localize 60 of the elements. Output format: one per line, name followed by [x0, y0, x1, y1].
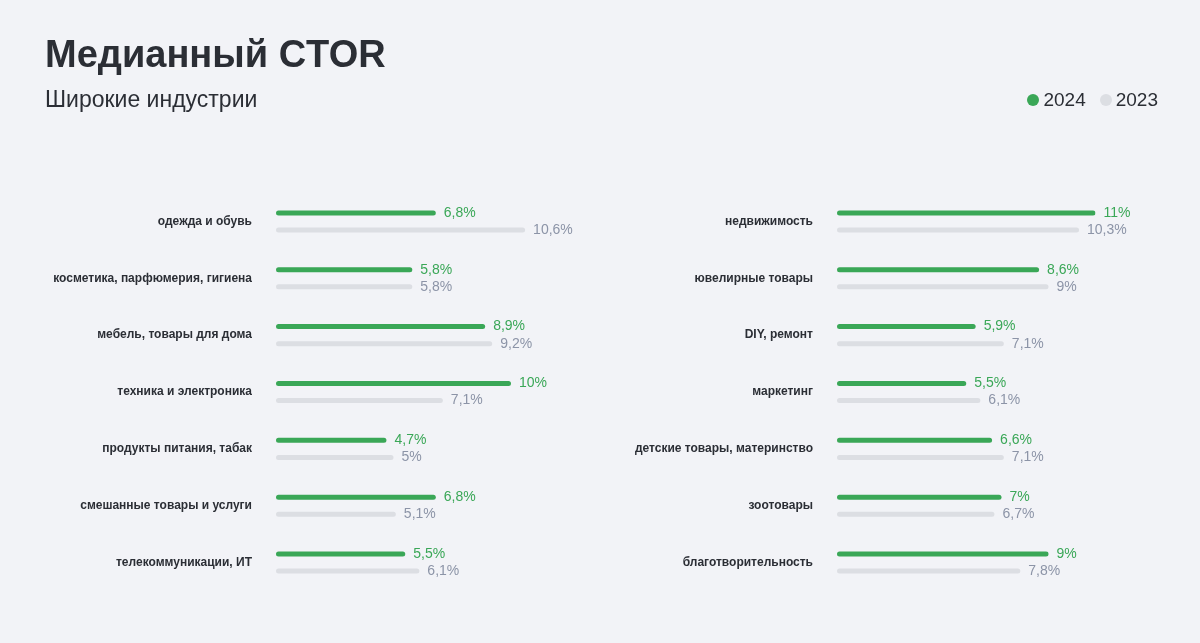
data-label: 7,1% [1011, 334, 1044, 351]
data-label: 7,8% [1028, 561, 1061, 578]
bar [837, 324, 976, 330]
chart-title: Медианный CTOR [45, 32, 386, 77]
y-tick-label: косметика, парфюмерия, гигиена [53, 270, 253, 285]
bar [837, 380, 967, 386]
chart-subtitle: Широкие индустрии [45, 85, 258, 113]
legend-label: 2023 [1115, 88, 1158, 112]
data-label: 7,1% [450, 391, 483, 408]
bar [837, 267, 1040, 273]
y-tick-label: техника и электроника [117, 384, 253, 399]
data-label: 9% [1056, 277, 1077, 294]
y-tick-label: продукты питания, табак [102, 441, 253, 456]
y-tick-label: детские товары, материнство [634, 441, 813, 456]
data-label: 7% [1009, 488, 1030, 505]
data-label: 10% [519, 374, 548, 391]
data-label: 5,8% [420, 260, 453, 277]
data-label: 8,6% [1047, 260, 1080, 277]
bar [276, 380, 511, 386]
y-tick-label: зоотовары [748, 498, 813, 513]
data-label: 6,8% [443, 488, 476, 505]
y-tick-label: одежда и обувь [157, 213, 252, 228]
data-label: 6,8% [443, 203, 476, 220]
data-label: 5,5% [413, 544, 446, 561]
data-label: 10,3% [1087, 220, 1127, 237]
bar [276, 267, 413, 273]
bar [276, 551, 406, 557]
y-tick-label: DIY, ремонт [744, 327, 814, 342]
bar [837, 494, 1002, 500]
data-label: 6,7% [1002, 505, 1035, 522]
y-tick-label: смешанные товары и услуги [80, 498, 252, 513]
data-label: 9,2% [500, 334, 533, 351]
bar [276, 437, 387, 443]
y-tick-label: телекоммуникации, ИТ [115, 554, 253, 569]
data-label: 11% [1103, 203, 1131, 220]
bar [837, 551, 1049, 557]
data-label: 5,9% [983, 317, 1016, 334]
y-tick-label: маркетинг [752, 384, 813, 399]
bar [837, 437, 993, 443]
data-label: 9% [1056, 544, 1077, 561]
bar [837, 210, 1096, 216]
y-tick-label: недвижимость [725, 213, 813, 228]
y-tick-label: благотворительность [682, 554, 813, 569]
data-label: 8,9% [493, 317, 526, 334]
data-label: 6,1% [427, 561, 460, 578]
data-label: 5% [401, 448, 422, 465]
data-label: 5,5% [974, 374, 1007, 391]
data-label: 4,7% [394, 431, 427, 448]
y-tick-label: мебель, товары для дома [97, 327, 253, 342]
bar [276, 210, 436, 216]
bar [276, 324, 486, 330]
data-label: 5,8% [420, 277, 453, 294]
data-label: 6,1% [988, 391, 1021, 408]
data-label: 5,1% [403, 505, 436, 522]
bar [276, 494, 436, 500]
data-label: 6,6% [1000, 431, 1033, 448]
data-label: 7,1% [1011, 448, 1044, 465]
y-tick-label: ювелирные товары [694, 270, 813, 285]
legend-label: 2024 [1043, 88, 1086, 112]
data-label: 10,6% [533, 220, 573, 237]
